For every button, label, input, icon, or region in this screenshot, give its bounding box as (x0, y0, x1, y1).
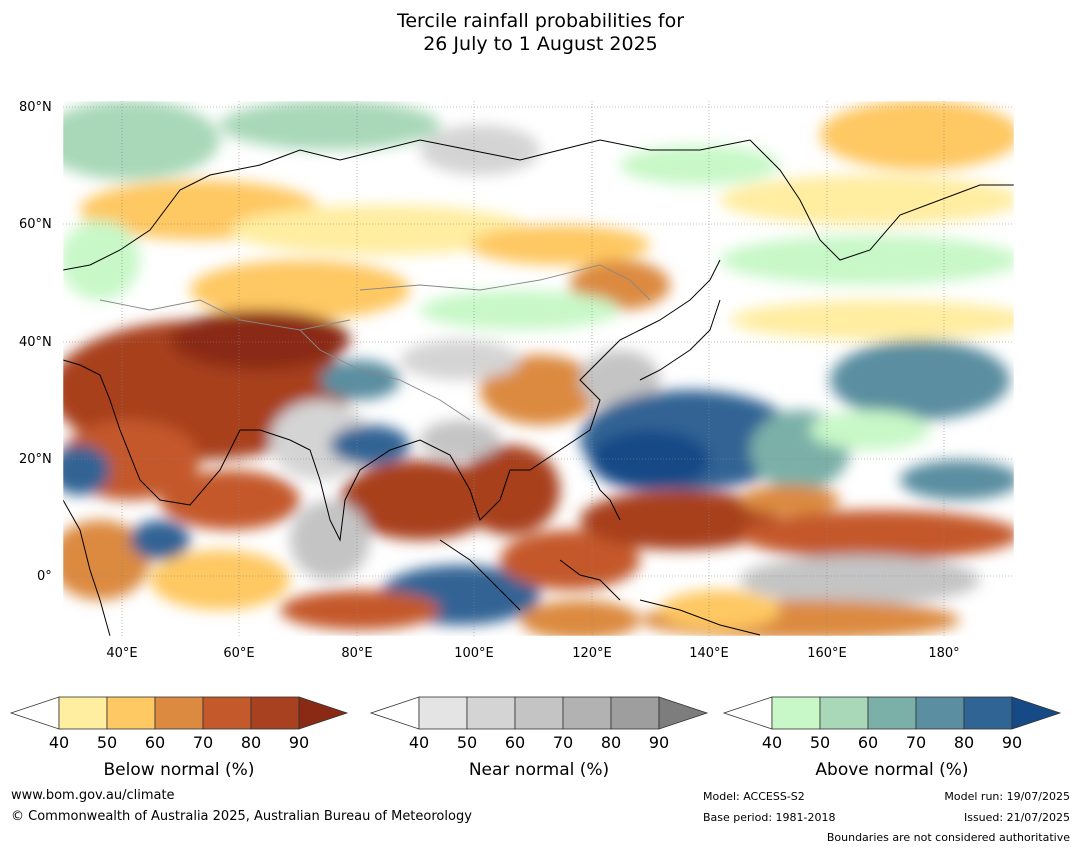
colorbar-tick-label: 70 (906, 733, 926, 752)
colorbar-tick-label: 50 (97, 733, 117, 752)
colorbar-cell (466, 696, 516, 730)
colorbar-left-extend (722, 696, 773, 730)
map-title-line-2: 26 July to 1 August 2025 (423, 33, 658, 55)
lat-label-20n: 20°N (19, 452, 52, 467)
colorbar-tick-label: 60 (505, 733, 525, 752)
model-name: Model: ACCESS-S2 (703, 790, 805, 803)
lon-label-100e: 100°E (454, 646, 494, 661)
colorbar-cell (514, 696, 564, 730)
colorbar-right-extend (1011, 696, 1062, 730)
boundaries-disclaimer: Boundaries are not considered authoritat… (826, 831, 1070, 844)
colorbar-cell (963, 696, 1013, 730)
probability-field (63, 101, 1014, 636)
colorbar-tick-label: 80 (241, 733, 261, 752)
issued-date: Issued: 21/07/2025 (963, 811, 1070, 824)
colorbar-cell (819, 696, 869, 730)
rainfall-probability-map (62, 100, 1015, 637)
colorbar-title: Below normal (%) (104, 760, 255, 780)
colorbar-near: 40 50 60 70 80 90 Near normal (%) (369, 696, 709, 780)
colorbar-left-extend (9, 696, 60, 730)
lat-label-60n: 60°N (19, 217, 52, 232)
colorbar-tick-label: 90 (1002, 733, 1022, 752)
colorbar-tick-label: 90 (289, 733, 309, 752)
colorbar-tick-label: 60 (145, 733, 165, 752)
colorbar-tick-label: 90 (649, 733, 669, 752)
colorbar-cell (154, 696, 204, 730)
colorbar-title: Above normal (%) (815, 760, 968, 780)
lon-label-40e: 40°E (106, 646, 138, 661)
colorbar-cell (771, 696, 821, 730)
colorbar-tick-label: 40 (49, 733, 69, 752)
colorbar-above: 40 50 60 70 80 90 Above normal (%) (722, 696, 1062, 780)
lon-label-180: 180° (928, 646, 960, 661)
lon-label-160e: 160°E (807, 646, 847, 661)
colorbar-cell (562, 696, 612, 730)
lat-label-equator: 0° (37, 569, 52, 584)
colorbar-tick-label: 70 (553, 733, 573, 752)
colorbar-cell (418, 696, 468, 730)
colorbar-cell (610, 696, 660, 730)
colorbar-right-extend (658, 696, 709, 730)
map-title-line-1: Tercile rainfall probabilities for (396, 10, 685, 32)
colorbar-tick-label: 40 (409, 733, 429, 752)
colorbar-tick-label: 60 (858, 733, 878, 752)
colorbar-cell (106, 696, 156, 730)
lat-label-40n: 40°N (19, 335, 52, 350)
lon-label-80e: 80°E (341, 646, 373, 661)
colorbar-legends: 40 50 60 70 80 90 Below normal (%) 40 50 60 70 80 90… (9, 696, 1062, 780)
lat-label-80n: 80°N (19, 100, 52, 115)
colorbar-tick-label: 50 (810, 733, 830, 752)
colorbar-title: Near normal (%) (469, 760, 609, 780)
colorbar-right-extend (298, 696, 349, 730)
colorbar-cell (250, 696, 300, 730)
colorbar-cell (915, 696, 965, 730)
colorbar-below: 40 50 60 70 80 90 Below normal (%) (9, 696, 349, 780)
copyright-text: © Commonwealth of Australia 2025, Austra… (11, 809, 472, 824)
colorbar-tick-label: 70 (193, 733, 213, 752)
lon-label-140e: 140°E (689, 646, 729, 661)
website-url[interactable]: www.bom.gov.au/climate (11, 788, 175, 803)
colorbar-tick-label: 80 (601, 733, 621, 752)
colorbar-tick-label: 50 (457, 733, 477, 752)
colorbar-tick-label: 40 (762, 733, 782, 752)
base-period: Base period: 1981-2018 (703, 811, 836, 824)
model-run-date: Model run: 19/07/2025 (944, 790, 1070, 803)
colorbar-cell (58, 696, 108, 730)
colorbar-left-extend (369, 696, 420, 730)
lon-label-120e: 120°E (572, 646, 612, 661)
colorbar-tick-label: 80 (954, 733, 974, 752)
lon-label-60e: 60°E (223, 646, 255, 661)
colorbar-cell (867, 696, 917, 730)
colorbar-cell (202, 696, 252, 730)
